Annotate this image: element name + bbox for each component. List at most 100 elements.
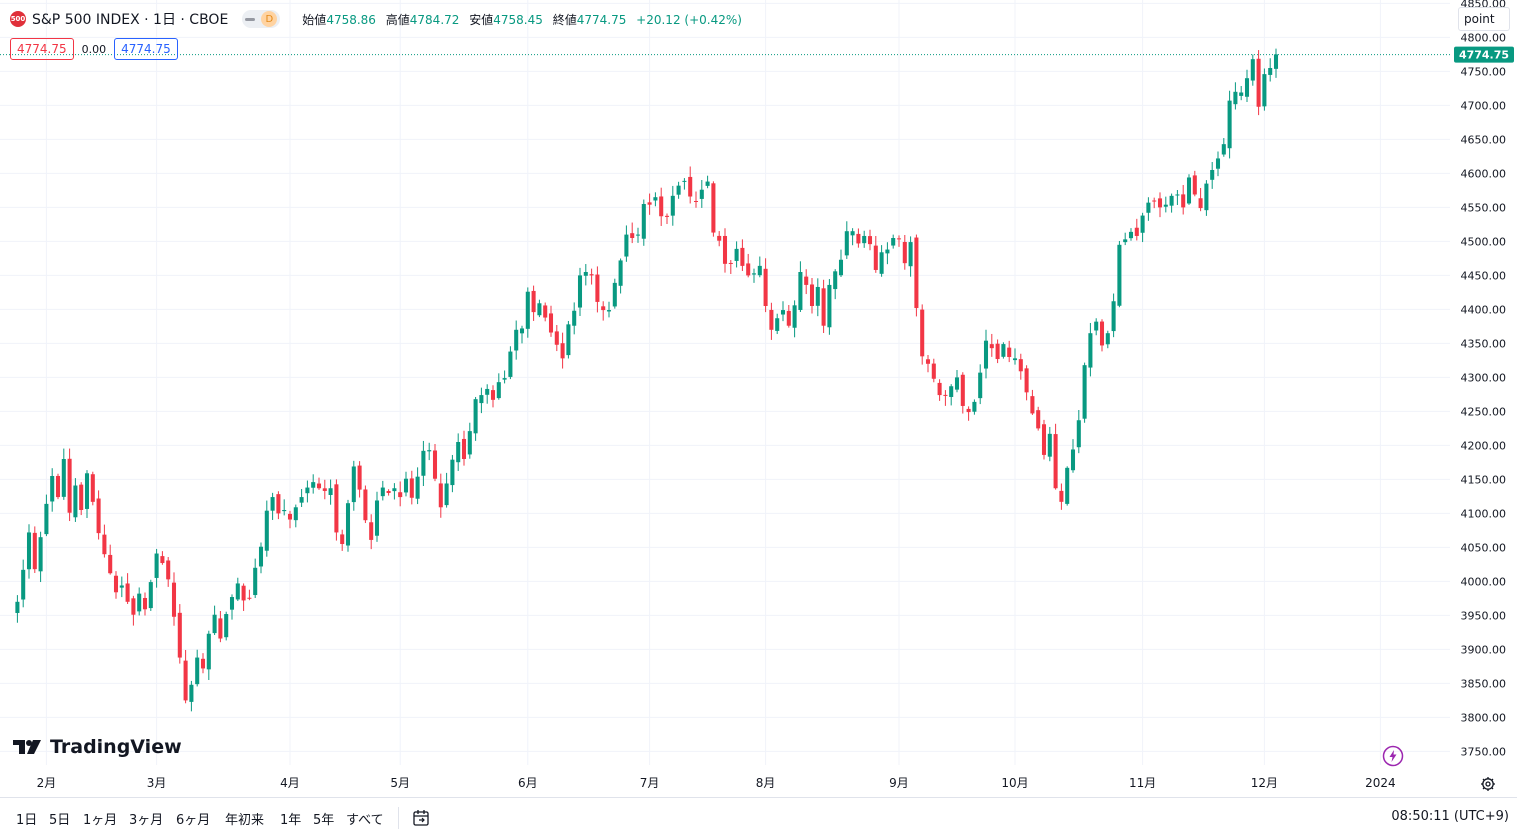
candle-body[interactable] bbox=[983, 340, 989, 369]
candle-body[interactable] bbox=[949, 386, 954, 397]
candle-body[interactable] bbox=[403, 478, 409, 493]
candle-body[interactable] bbox=[1273, 54, 1279, 69]
candle-body[interactable] bbox=[502, 378, 507, 380]
price-unit-button[interactable]: point bbox=[1458, 7, 1510, 31]
candle-body[interactable] bbox=[1094, 321, 1099, 331]
candle-body[interactable] bbox=[490, 390, 496, 400]
market-status-pill[interactable]: D bbox=[242, 10, 281, 28]
candle-body[interactable] bbox=[1262, 74, 1267, 107]
candle-body[interactable] bbox=[664, 215, 670, 217]
candle-body[interactable] bbox=[786, 310, 791, 326]
candle-body[interactable] bbox=[624, 234, 629, 257]
candle-body[interactable] bbox=[32, 532, 37, 570]
candle-body[interactable] bbox=[1105, 333, 1110, 345]
candle-body[interactable] bbox=[717, 235, 722, 241]
candle-body[interactable] bbox=[55, 475, 61, 498]
candle-body[interactable] bbox=[653, 197, 658, 201]
candle-body[interactable] bbox=[432, 450, 438, 479]
candle-body[interactable] bbox=[937, 382, 942, 396]
candle-body[interactable] bbox=[1198, 198, 1203, 209]
candle-body[interactable] bbox=[595, 274, 600, 302]
candle-body[interactable] bbox=[583, 272, 588, 276]
candle-body[interactable] bbox=[809, 284, 815, 306]
candle-body[interactable] bbox=[247, 597, 252, 599]
candle-body[interactable] bbox=[902, 241, 907, 264]
candle-body[interactable] bbox=[548, 313, 554, 333]
candle-body[interactable] bbox=[850, 231, 855, 236]
candle-body[interactable] bbox=[26, 532, 32, 570]
candle-body[interactable] bbox=[746, 263, 751, 276]
candle-body[interactable] bbox=[572, 310, 577, 326]
candle-body[interactable] bbox=[1128, 231, 1134, 239]
flash-icon[interactable] bbox=[1382, 745, 1404, 767]
candle-body[interactable] bbox=[444, 483, 449, 506]
candle-body[interactable] bbox=[1239, 92, 1244, 96]
range-1y-button[interactable]: 1年 bbox=[280, 813, 302, 828]
candle-body[interactable] bbox=[38, 537, 43, 572]
candle-body[interactable] bbox=[1117, 244, 1122, 306]
candle-body[interactable] bbox=[328, 488, 333, 495]
candle-body[interactable] bbox=[531, 290, 536, 313]
candle-body[interactable] bbox=[177, 612, 182, 658]
candle-body[interactable] bbox=[931, 363, 936, 379]
candle-body[interactable] bbox=[212, 614, 217, 634]
candle-body[interactable] bbox=[705, 181, 710, 186]
symbol-title[interactable]: S&P 500 INDEX · 1日 · CBOE bbox=[32, 12, 229, 28]
candle-body[interactable] bbox=[369, 522, 374, 540]
goto-date-icon[interactable] bbox=[410, 807, 432, 829]
candle-body[interactable] bbox=[427, 450, 432, 452]
candle-body[interactable] bbox=[1268, 68, 1273, 75]
candle-body[interactable] bbox=[421, 450, 426, 476]
candle-body[interactable] bbox=[235, 583, 240, 600]
buy-price-button[interactable]: 4774.75 bbox=[114, 38, 178, 60]
candle-body[interactable] bbox=[688, 176, 693, 197]
candle-body[interactable] bbox=[200, 658, 206, 669]
candle-body[interactable] bbox=[514, 329, 519, 351]
candlestick-chart[interactable]: 3750.00 3800.00 3850.00 3900.00 3950.00 4000.… bbox=[0, 0, 1517, 797]
candle-body[interactable] bbox=[467, 431, 472, 455]
candle-body[interactable] bbox=[618, 260, 623, 286]
candle-body[interactable] bbox=[1152, 200, 1157, 202]
candle-body[interactable] bbox=[1186, 177, 1192, 204]
candle-body[interactable] bbox=[398, 492, 403, 498]
candle-body[interactable] bbox=[925, 359, 931, 364]
candle-body[interactable] bbox=[659, 196, 664, 217]
candle-body[interactable] bbox=[1111, 301, 1116, 332]
candle-body[interactable] bbox=[322, 488, 327, 491]
candle-body[interactable] bbox=[1076, 420, 1081, 448]
candle-body[interactable] bbox=[195, 657, 200, 685]
candle-body[interactable] bbox=[67, 458, 72, 513]
candle-body[interactable] bbox=[751, 273, 757, 275]
candle-body[interactable] bbox=[647, 202, 652, 205]
candle-body[interactable] bbox=[519, 328, 525, 334]
range-all-button[interactable]: すべて bbox=[346, 813, 384, 828]
candle-body[interactable] bbox=[1065, 467, 1070, 504]
candle-body[interactable] bbox=[241, 585, 246, 601]
candle-body[interactable] bbox=[311, 482, 316, 488]
candle-body[interactable] bbox=[1123, 239, 1128, 243]
candle-body[interactable] bbox=[171, 582, 177, 617]
candle-body[interactable] bbox=[722, 235, 728, 264]
candle-body[interactable] bbox=[763, 268, 768, 306]
candle-body[interactable] bbox=[879, 252, 884, 274]
candle-body[interactable] bbox=[1099, 321, 1105, 346]
candle-body[interactable] bbox=[508, 351, 513, 377]
candle-body[interactable] bbox=[682, 180, 687, 182]
candle-body[interactable] bbox=[1036, 410, 1041, 429]
candle-body[interactable] bbox=[1233, 91, 1238, 105]
candle-body[interactable] bbox=[780, 310, 786, 315]
candle-body[interactable] bbox=[485, 388, 490, 395]
candle-body[interactable] bbox=[154, 553, 159, 578]
candle-body[interactable] bbox=[287, 513, 293, 520]
candle-body[interactable] bbox=[1088, 333, 1093, 368]
candle-body[interactable] bbox=[119, 585, 124, 588]
candle-body[interactable] bbox=[867, 236, 873, 245]
candle-body[interactable] bbox=[1146, 202, 1151, 213]
candle-body[interactable] bbox=[282, 510, 287, 512]
candle-body[interactable] bbox=[258, 546, 264, 567]
candle-body[interactable] bbox=[554, 331, 559, 345]
candle-body[interactable] bbox=[1030, 396, 1035, 414]
candle-body[interactable] bbox=[740, 247, 745, 266]
candle-body[interactable] bbox=[856, 233, 861, 244]
candle-body[interactable] bbox=[380, 487, 385, 497]
